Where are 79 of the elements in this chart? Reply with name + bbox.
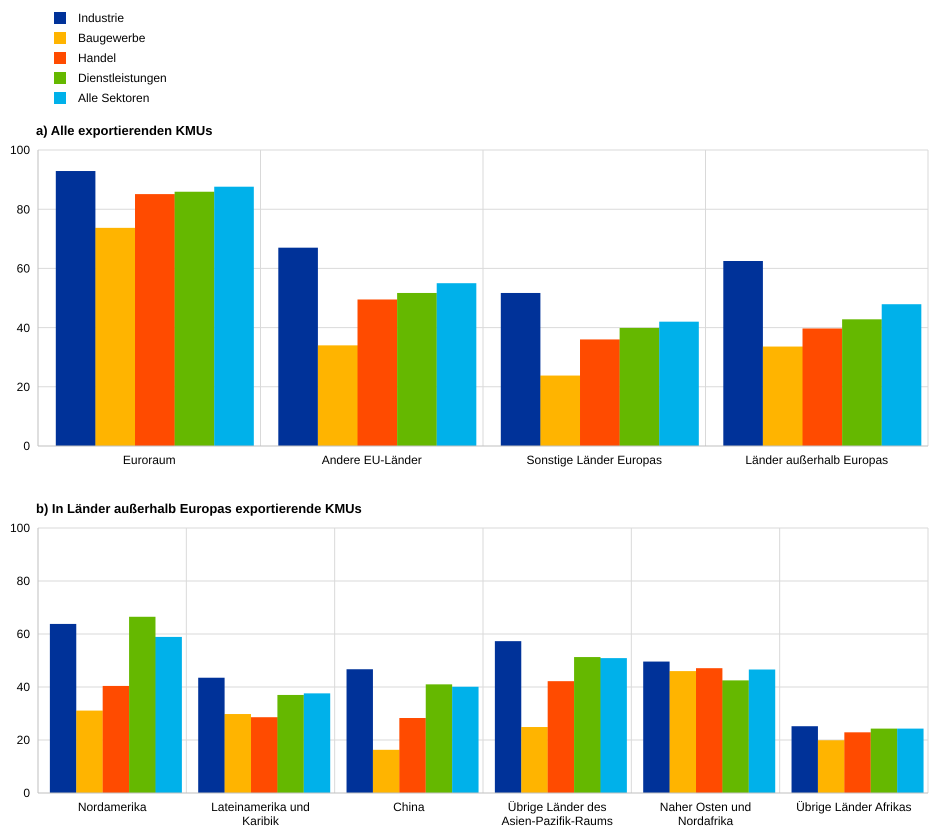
legend-label: Dienstleistungen bbox=[78, 71, 167, 85]
bar bbox=[748, 670, 776, 793]
bar bbox=[436, 283, 476, 446]
bar bbox=[346, 669, 373, 793]
bar bbox=[304, 693, 330, 793]
bar bbox=[95, 228, 136, 446]
y-tick-label: 100 bbox=[10, 521, 30, 536]
legend-label: Baugewerbe bbox=[78, 31, 146, 45]
bar bbox=[426, 684, 452, 793]
bar bbox=[500, 292, 540, 446]
y-tick-label: 20 bbox=[16, 733, 30, 748]
x-tick-label: Euroraum bbox=[122, 453, 176, 467]
bar bbox=[372, 750, 400, 793]
bar bbox=[214, 186, 254, 446]
bar bbox=[643, 662, 670, 793]
bar bbox=[50, 624, 76, 793]
bar bbox=[174, 192, 214, 446]
chart-title: a) Alle exportierenden KMUs bbox=[36, 123, 213, 138]
bar bbox=[76, 710, 103, 793]
bar bbox=[277, 694, 304, 793]
bar bbox=[844, 732, 871, 793]
bar bbox=[574, 657, 600, 793]
y-tick-label: 40 bbox=[16, 320, 30, 335]
bar bbox=[494, 641, 522, 793]
x-tick-label: Andere EU-Länder bbox=[322, 453, 422, 467]
bar bbox=[870, 728, 898, 793]
x-tick-label: Nordamerika bbox=[78, 800, 147, 814]
chart-title: b) In Länder außerhalb Europas exportierende KMUs bbox=[36, 501, 362, 516]
bar bbox=[670, 671, 696, 793]
x-tick-label: Länder außerhalb Europas bbox=[745, 453, 888, 467]
bar bbox=[723, 261, 763, 446]
bar bbox=[251, 717, 278, 793]
bar bbox=[696, 668, 722, 793]
y-tick-label: 100 bbox=[10, 143, 30, 158]
bar bbox=[397, 292, 437, 446]
bar bbox=[102, 686, 130, 793]
legend-label: Industrie bbox=[78, 11, 124, 25]
y-tick-label: 80 bbox=[16, 202, 30, 216]
x-tick-label: Naher Osten und Nordafrika bbox=[660, 800, 752, 828]
bar bbox=[722, 680, 749, 793]
y-tick-label: 80 bbox=[16, 574, 30, 588]
y-tick-label: 0 bbox=[23, 439, 30, 454]
bar bbox=[56, 171, 96, 446]
bar bbox=[659, 322, 699, 446]
bar bbox=[548, 681, 574, 793]
bar bbox=[135, 194, 175, 446]
bar bbox=[540, 376, 580, 446]
bar bbox=[882, 304, 922, 446]
bar bbox=[129, 616, 156, 793]
bar bbox=[897, 728, 924, 793]
bar bbox=[580, 339, 620, 446]
bar bbox=[318, 345, 358, 446]
bar bbox=[792, 726, 818, 793]
bar bbox=[452, 686, 479, 793]
legend-label: Alle Sektoren bbox=[78, 91, 150, 105]
bar bbox=[399, 718, 426, 793]
bar bbox=[818, 740, 844, 793]
bar bbox=[521, 727, 548, 793]
x-tick-label: China bbox=[393, 800, 425, 814]
bar bbox=[224, 714, 252, 793]
bar bbox=[278, 248, 318, 446]
bar bbox=[600, 658, 627, 793]
x-tick-label: Übrige Länder des Asien-Pazifik-Raums bbox=[501, 800, 613, 828]
y-tick-label: 20 bbox=[16, 380, 30, 394]
x-tick-label: Übrige Länder Afrikas bbox=[796, 800, 912, 814]
x-tick-label: Sonstige Länder Europas bbox=[526, 453, 662, 467]
y-tick-label: 0 bbox=[23, 786, 30, 800]
y-tick-label: 60 bbox=[16, 262, 30, 276]
bar bbox=[198, 678, 225, 793]
bar bbox=[358, 299, 398, 446]
bar bbox=[842, 319, 882, 446]
bar bbox=[620, 328, 660, 446]
y-tick-label: 40 bbox=[16, 680, 30, 694]
bar bbox=[762, 346, 803, 446]
legend-label: Handel bbox=[78, 51, 116, 65]
bar bbox=[155, 636, 182, 793]
bar bbox=[802, 328, 842, 446]
x-tick-label: Lateinamerika und Karibik bbox=[211, 800, 310, 828]
y-tick-label: 60 bbox=[16, 627, 30, 642]
